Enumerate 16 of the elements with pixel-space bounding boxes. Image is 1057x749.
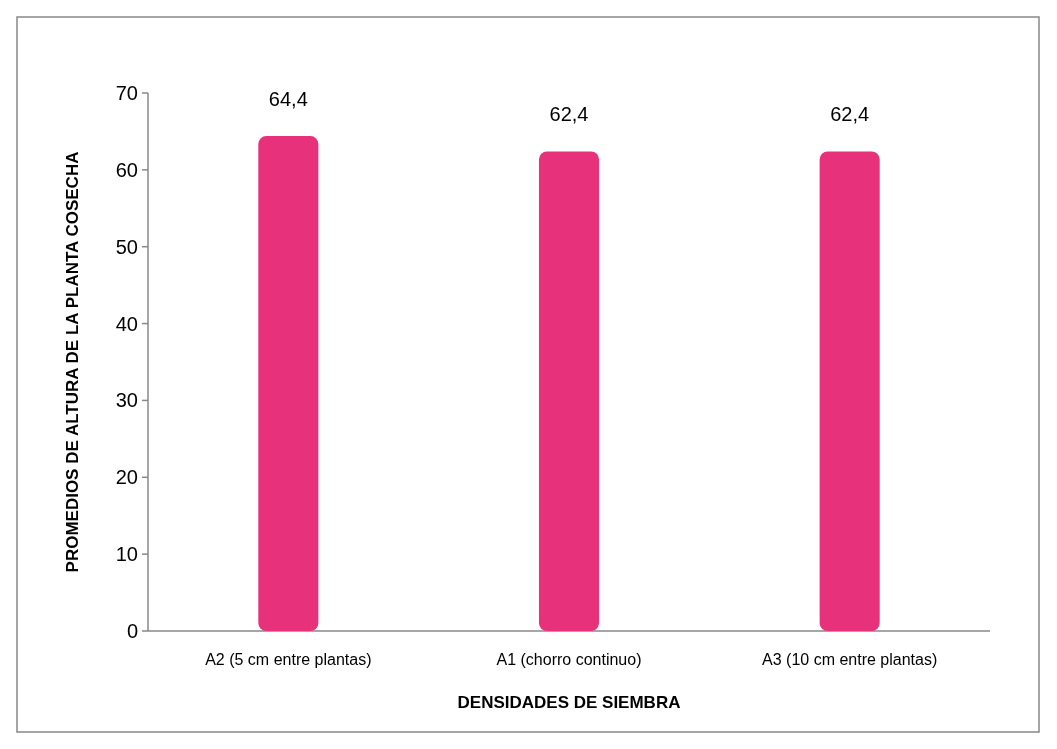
x-axis-title: DENSIDADES DE SIEMBRA — [457, 693, 681, 712]
y-tick-label: 0 — [126, 620, 138, 642]
data-label: 62,4 — [549, 103, 589, 126]
x-tick-label: A2 (5 cm entre plantas) — [205, 651, 372, 668]
y-tick-label: 30 — [115, 389, 138, 412]
x-tick-label: A3 (10 cm entre plantas) — [762, 651, 938, 668]
x-tick-label: A1 (chorro continuo) — [496, 651, 642, 668]
y-tick-label: 70 — [115, 82, 138, 104]
y-tick-label: 50 — [115, 235, 138, 258]
y-tick-label: 10 — [115, 543, 138, 566]
y-tick-label: 20 — [115, 466, 138, 489]
y-tick-label: 60 — [115, 158, 138, 181]
y-tick-label: 40 — [115, 312, 138, 335]
y-axis-title: PROMEDIOS DE ALTURA DE LA PLANTA COSECHA — [63, 151, 82, 573]
data-label: 64,4 — [268, 88, 308, 111]
data-label: 62,4 — [830, 103, 870, 126]
